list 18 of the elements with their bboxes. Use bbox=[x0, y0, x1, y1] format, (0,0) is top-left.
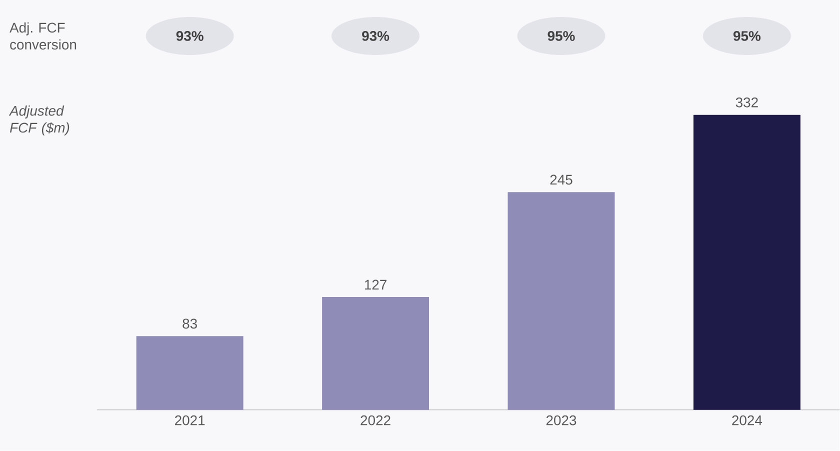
x-tick-label: 2024 bbox=[732, 415, 762, 426]
bar bbox=[693, 114, 800, 410]
bar bbox=[136, 336, 244, 410]
data-label: 245 bbox=[550, 174, 572, 185]
text: 95% bbox=[548, 31, 575, 41]
data-label: 332 bbox=[736, 98, 758, 108]
x-tick-label: 2021 bbox=[175, 415, 205, 426]
bar bbox=[322, 297, 430, 410]
data-label: 127 bbox=[364, 280, 386, 290]
y-axis-title: Adjusted FCF ($m) bbox=[8, 106, 70, 136]
text: 95% bbox=[733, 31, 761, 41]
x-tick-label: 2022 bbox=[360, 415, 390, 426]
text: 93% bbox=[176, 31, 204, 41]
bar bbox=[508, 192, 615, 410]
text: Adj. FCF conversion bbox=[10, 22, 76, 50]
text: 93% bbox=[362, 31, 390, 41]
x-tick-label: 2023 bbox=[546, 415, 576, 426]
data-label: 83 bbox=[182, 318, 197, 329]
